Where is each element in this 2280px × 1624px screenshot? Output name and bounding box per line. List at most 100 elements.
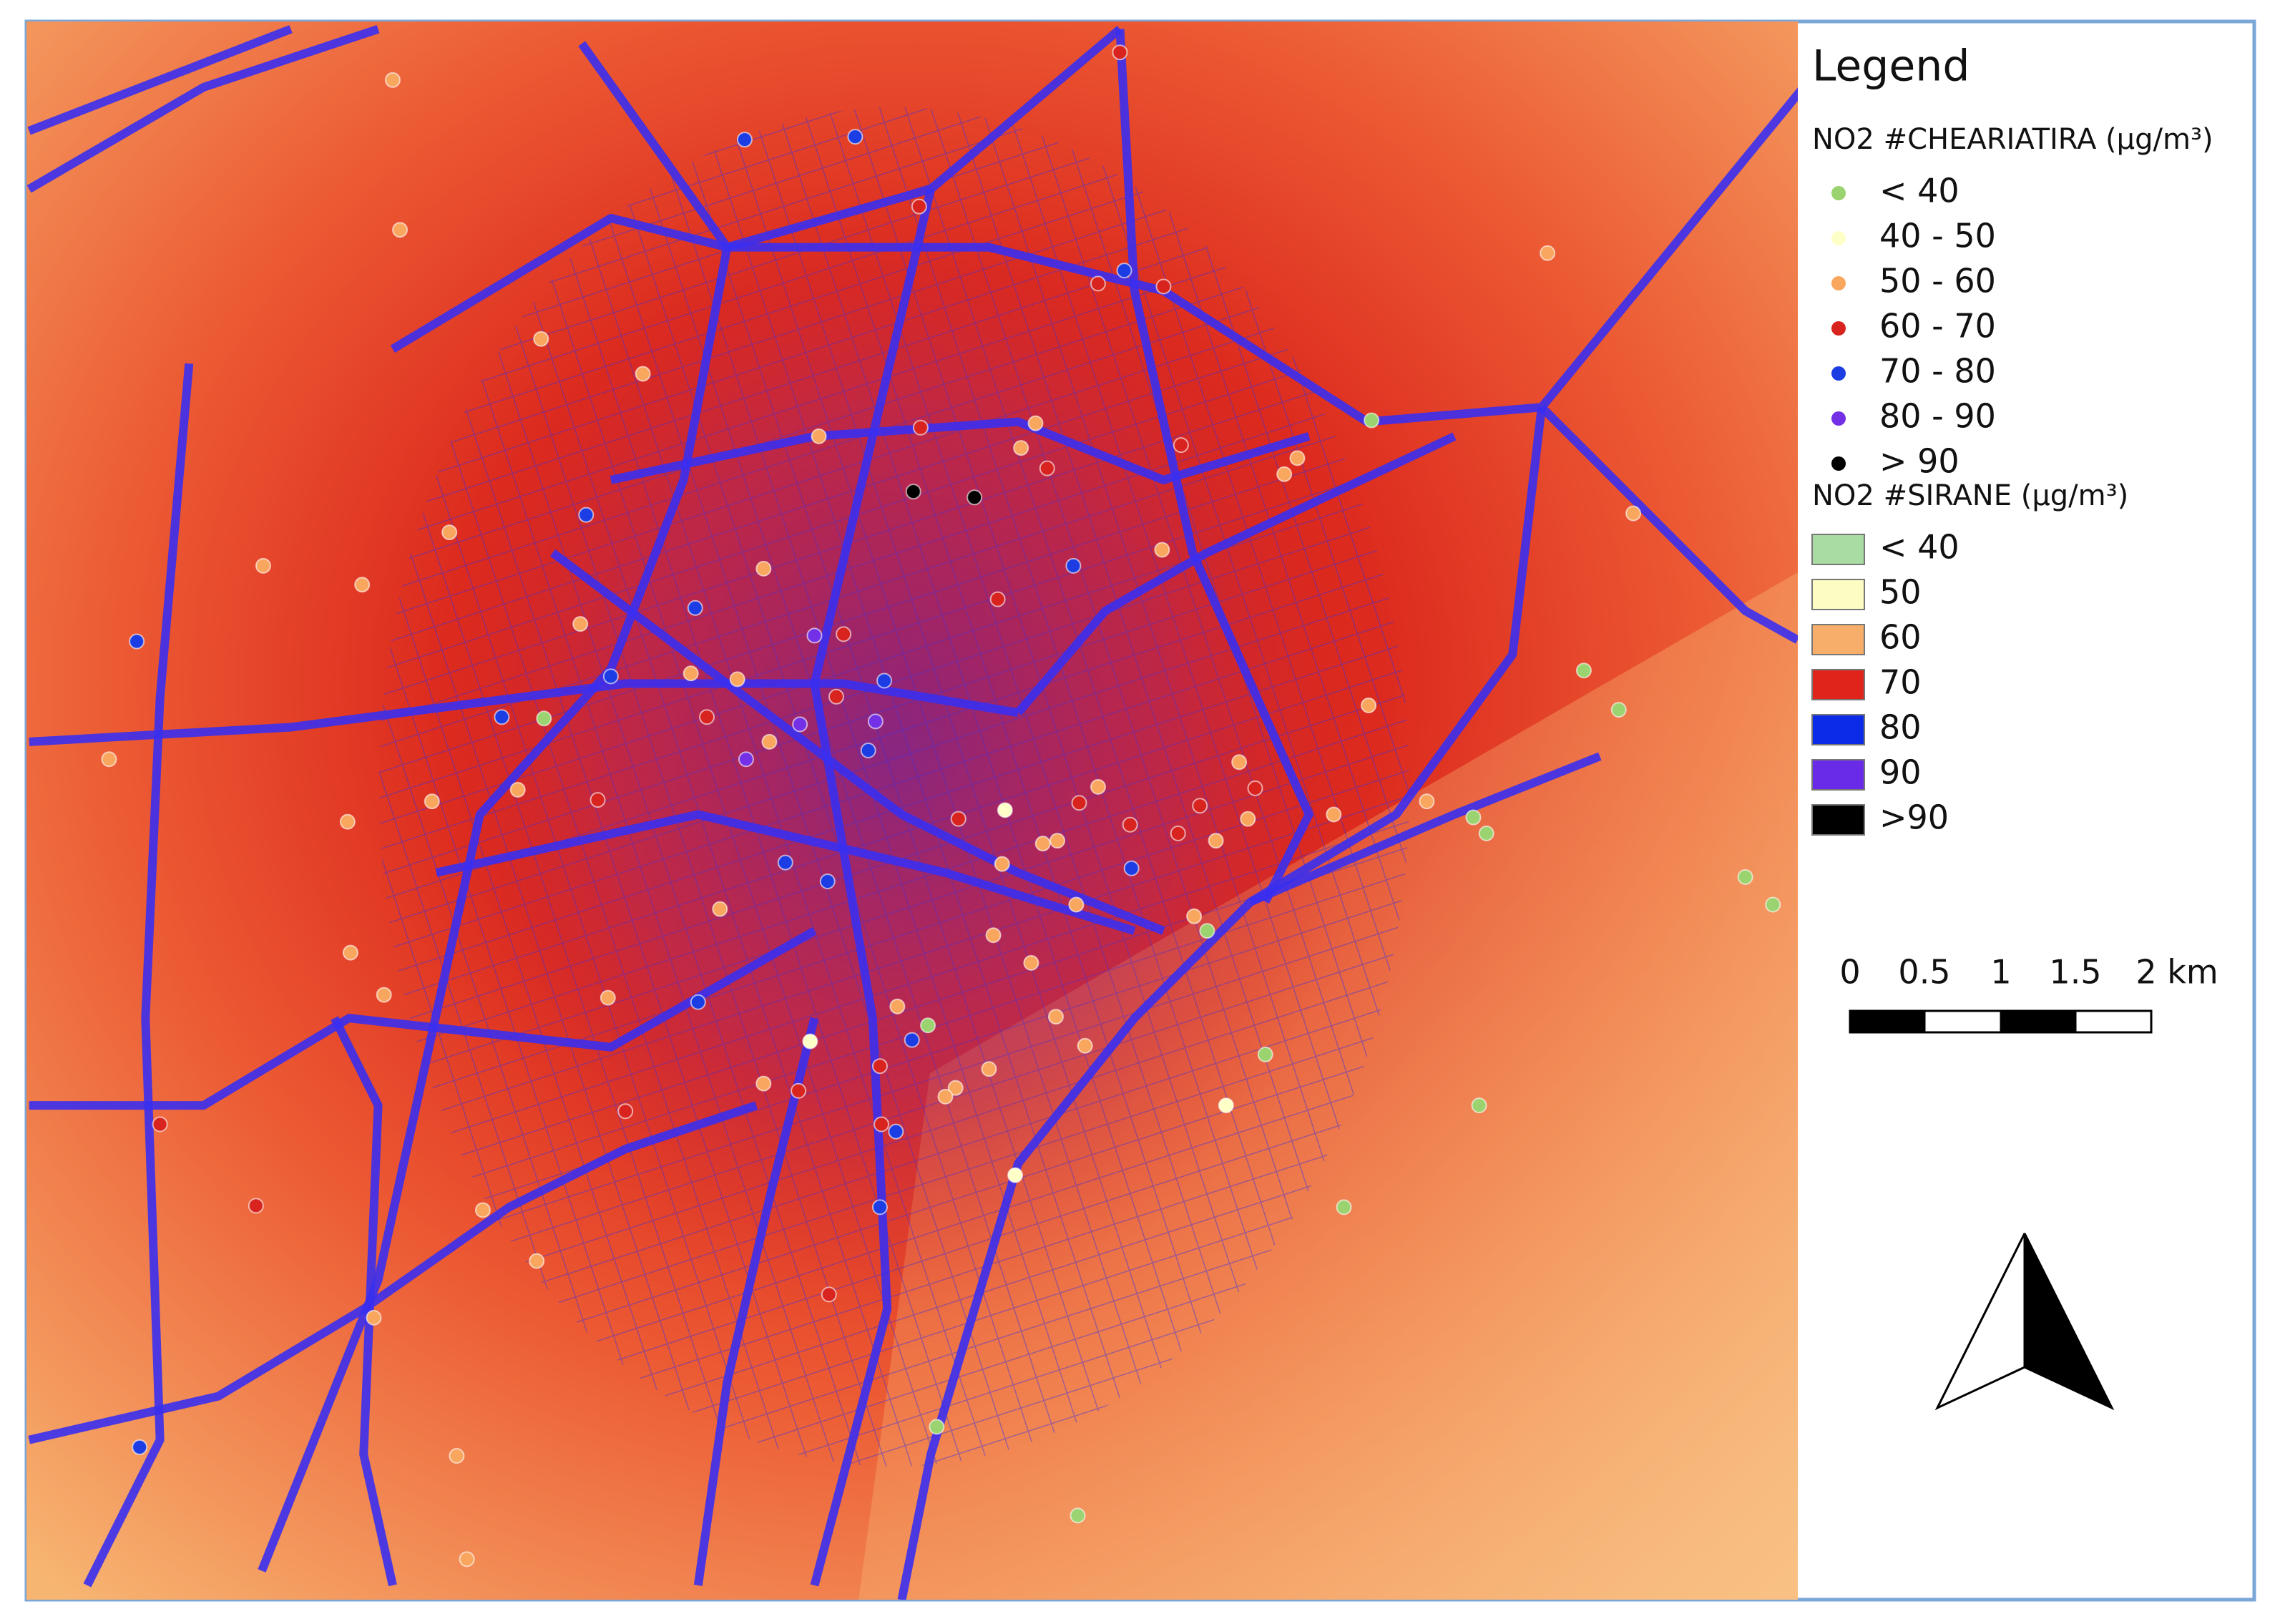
monitoring-point xyxy=(459,1551,475,1567)
legend-label: 90 xyxy=(1879,753,1922,792)
road xyxy=(26,24,380,193)
monitoring-point xyxy=(811,428,827,444)
monitoring-point xyxy=(1173,437,1189,454)
legend-dot xyxy=(1831,456,1846,471)
monitoring-point xyxy=(392,222,408,238)
legend-section-title: NO2 #SIRANE (µg/m³) xyxy=(1812,479,2128,512)
scale-segment xyxy=(2074,1009,2153,1034)
monitoring-point xyxy=(738,751,754,768)
road xyxy=(610,417,1311,484)
monitoring-point xyxy=(578,507,595,523)
legend-dot xyxy=(1831,411,1846,426)
legend-label: < 40 xyxy=(1879,172,1959,210)
monitoring-point xyxy=(1007,1167,1024,1183)
monitoring-point xyxy=(1027,415,1044,431)
monitoring-point xyxy=(920,1017,936,1034)
legend-swatch xyxy=(1811,534,1865,565)
monitoring-point xyxy=(836,626,852,642)
monitoring-point xyxy=(761,733,778,750)
monitoring-point xyxy=(602,668,619,685)
monitoring-point xyxy=(1090,275,1106,292)
monitoring-point xyxy=(792,716,808,733)
legend-dot xyxy=(1831,321,1846,336)
monitoring-point xyxy=(1112,44,1128,61)
monitoring-point xyxy=(950,811,967,827)
monitoring-point xyxy=(860,743,876,759)
monitoring-point xyxy=(1123,860,1140,876)
map-area xyxy=(26,21,1798,1600)
monitoring-point xyxy=(1155,278,1172,295)
monitoring-point xyxy=(339,813,356,830)
monitoring-point xyxy=(1218,1097,1234,1114)
scale-label: 2 km xyxy=(2135,953,2218,992)
monitoring-point xyxy=(997,802,1013,818)
monitoring-point xyxy=(1247,780,1263,796)
monitoring-point xyxy=(635,366,651,382)
north-arrow xyxy=(1934,1233,2115,1411)
monitoring-point xyxy=(1289,450,1306,466)
monitoring-point xyxy=(449,1448,465,1464)
monitoring-point xyxy=(1199,923,1215,939)
legend-label: >90 xyxy=(1879,798,1949,837)
monitoring-point xyxy=(828,688,844,705)
monitoring-point xyxy=(1765,896,1781,913)
legend-label: 60 xyxy=(1879,618,1922,657)
monitoring-point xyxy=(871,1058,888,1075)
monitoring-point xyxy=(847,129,863,145)
legend-label: 80 - 90 xyxy=(1879,397,1996,436)
monitoring-point xyxy=(1465,809,1482,826)
monitoring-point xyxy=(1039,460,1055,476)
monitoring-point xyxy=(1737,869,1753,885)
monitoring-point xyxy=(354,577,371,593)
monitoring-point xyxy=(384,72,401,88)
road xyxy=(331,1016,397,1587)
monitoring-point xyxy=(529,1253,545,1269)
road xyxy=(28,1101,758,1444)
monitoring-point xyxy=(572,616,589,632)
monitoring-point xyxy=(929,1419,945,1435)
monitoring-point xyxy=(777,854,793,871)
legend-label: > 90 xyxy=(1879,442,1959,481)
monitoring-point xyxy=(1071,795,1087,811)
monitoring-point xyxy=(1170,825,1186,841)
monitoring-point xyxy=(342,944,358,961)
monitoring-point xyxy=(248,1198,264,1214)
legend-label: 40 - 50 xyxy=(1879,217,1996,255)
legend-dot xyxy=(1831,366,1846,381)
legend-dot xyxy=(1831,276,1846,290)
monitoring-point xyxy=(1049,833,1065,849)
road xyxy=(897,406,1546,1600)
monitoring-point xyxy=(889,998,906,1014)
monitoring-point xyxy=(947,1080,964,1096)
legend-swatch xyxy=(1811,804,1865,836)
scale-label: 0 xyxy=(1839,953,1860,992)
monitoring-point xyxy=(1065,557,1082,574)
monitoring-point xyxy=(873,1116,889,1133)
monitoring-point xyxy=(1575,662,1592,679)
monitoring-point xyxy=(687,600,703,616)
monitoring-point xyxy=(536,710,552,727)
monitoring-point xyxy=(712,901,728,917)
scale-segment xyxy=(1849,1009,1926,1034)
monitoring-point xyxy=(1276,466,1293,482)
monitoring-point xyxy=(806,627,823,644)
monitoring-point xyxy=(736,132,753,148)
monitoring-point xyxy=(682,665,699,682)
monitoring-point xyxy=(819,873,836,889)
legend-dot xyxy=(1831,231,1846,245)
legend-label: 70 - 80 xyxy=(1879,352,1996,391)
legend-swatch xyxy=(1811,714,1865,745)
scale-label: 1 xyxy=(1990,953,2011,992)
monitoring-point xyxy=(617,1103,634,1120)
legend-title: Legend xyxy=(1812,41,1970,92)
monitoring-point xyxy=(1013,440,1029,456)
legend-swatch xyxy=(1811,579,1865,610)
road xyxy=(435,810,1136,935)
monitoring-point xyxy=(1090,778,1106,795)
monitoring-point xyxy=(1116,263,1132,279)
scale-segment xyxy=(2000,1009,2077,1034)
legend-label: 60 - 70 xyxy=(1879,307,1996,346)
monitoring-point xyxy=(101,751,117,768)
monitoring-point xyxy=(1192,798,1208,814)
